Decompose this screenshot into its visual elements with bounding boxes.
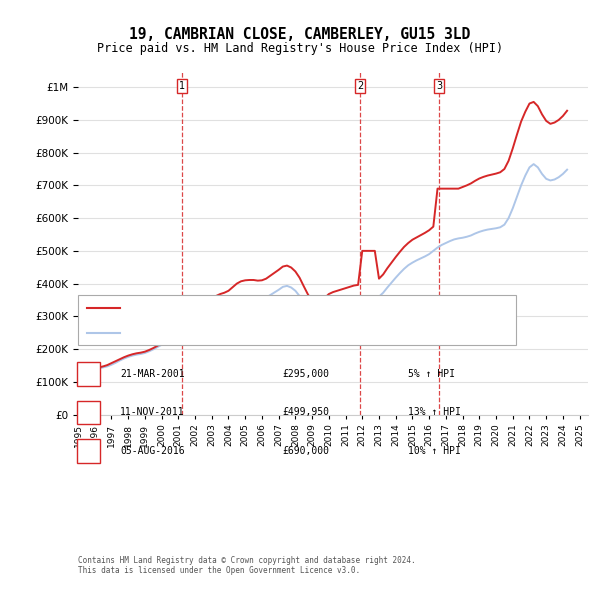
Text: 19, CAMBRIAN CLOSE, CAMBERLEY, GU15 3LD (detached house): 19, CAMBRIAN CLOSE, CAMBERLEY, GU15 3LD … xyxy=(126,303,427,312)
Text: Price paid vs. HM Land Registry's House Price Index (HPI): Price paid vs. HM Land Registry's House … xyxy=(97,42,503,55)
Text: 1: 1 xyxy=(86,369,91,379)
Text: 10% ↑ HPI: 10% ↑ HPI xyxy=(408,446,461,455)
Text: 1: 1 xyxy=(179,81,185,91)
Text: 3: 3 xyxy=(436,81,442,91)
Text: HPI: Average price, detached house, Surrey Heath: HPI: Average price, detached house, Surr… xyxy=(126,328,384,337)
Text: 19, CAMBRIAN CLOSE, CAMBERLEY, GU15 3LD: 19, CAMBRIAN CLOSE, CAMBERLEY, GU15 3LD xyxy=(130,27,470,41)
Text: £295,000: £295,000 xyxy=(282,369,329,379)
Text: 5% ↑ HPI: 5% ↑ HPI xyxy=(408,369,455,379)
Text: Contains HM Land Registry data © Crown copyright and database right 2024.
This d: Contains HM Land Registry data © Crown c… xyxy=(78,556,416,575)
Text: £690,000: £690,000 xyxy=(282,446,329,455)
Text: £499,950: £499,950 xyxy=(282,408,329,417)
Text: 11-NOV-2011: 11-NOV-2011 xyxy=(120,408,185,417)
Text: 2: 2 xyxy=(86,408,91,417)
Text: 21-MAR-2001: 21-MAR-2001 xyxy=(120,369,185,379)
Text: 13% ↑ HPI: 13% ↑ HPI xyxy=(408,408,461,417)
Text: 2: 2 xyxy=(357,81,363,91)
Text: 05-AUG-2016: 05-AUG-2016 xyxy=(120,446,185,455)
Text: 3: 3 xyxy=(86,446,91,455)
